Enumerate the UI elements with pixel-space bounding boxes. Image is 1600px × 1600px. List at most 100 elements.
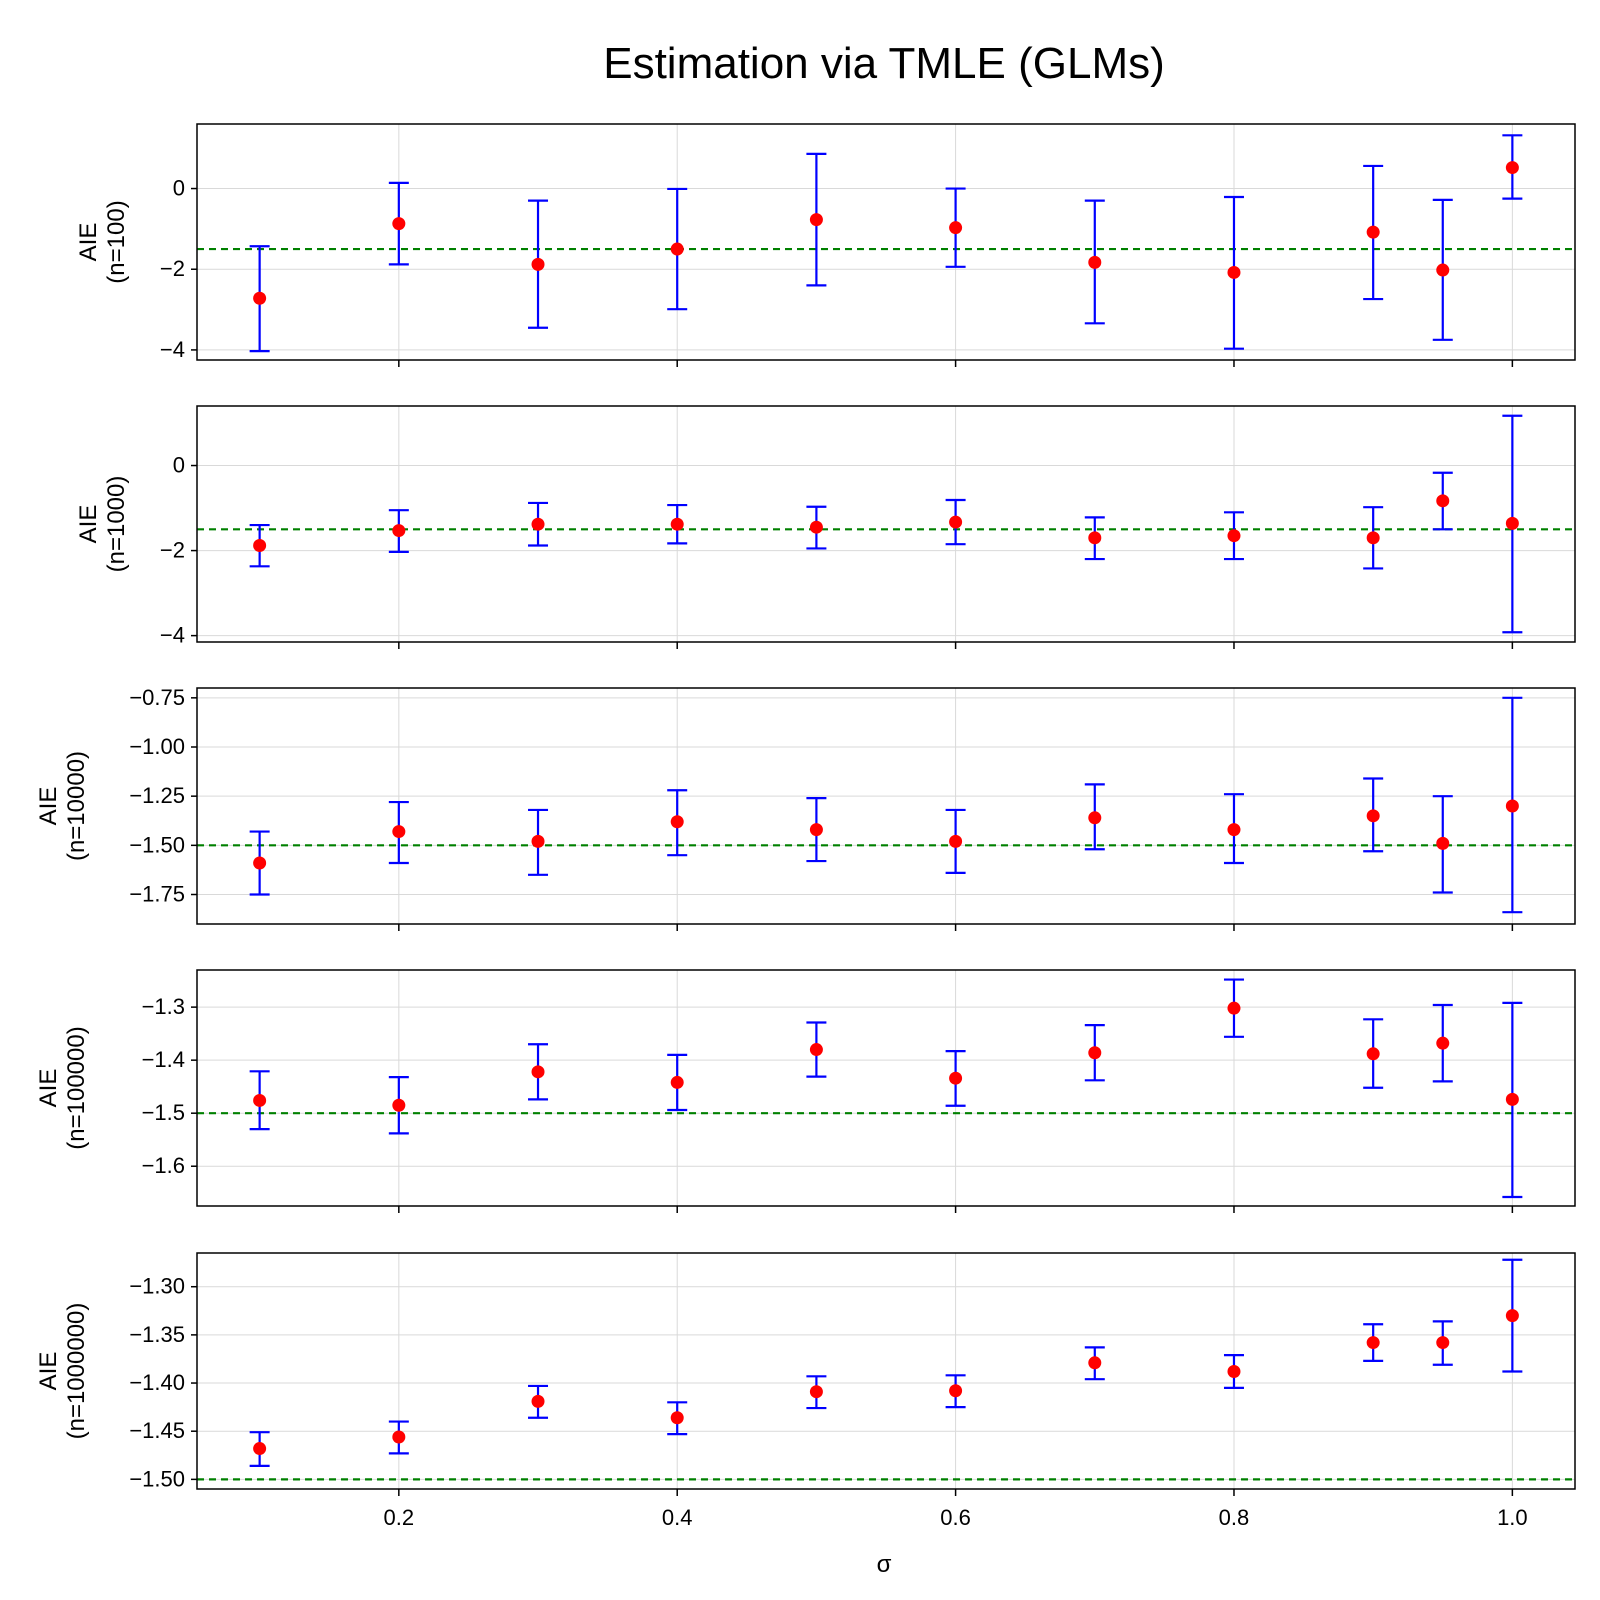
y-tick-label: −0.75 <box>129 685 185 710</box>
estimate-point <box>1227 265 1241 279</box>
estimate-point <box>392 217 406 231</box>
estimate-point <box>949 1071 963 1085</box>
y-tick-label: 0 <box>173 453 185 478</box>
estimate-point <box>809 823 823 837</box>
estimate-point <box>949 1384 963 1398</box>
y-axis-label-line-2: (n=1000) <box>103 476 130 573</box>
y-axis-label-line-1: AIE <box>35 1069 62 1108</box>
estimate-point <box>531 1394 545 1408</box>
estimate-point <box>531 834 545 848</box>
y-tick-label: −4 <box>160 337 185 362</box>
estimate-point <box>670 1411 684 1425</box>
estimate-point <box>1366 225 1380 239</box>
estimate-point <box>670 1075 684 1089</box>
panel-frame <box>196 687 1576 925</box>
estimate-point <box>1436 263 1450 277</box>
panel-3: −0.75 −1.00 −1.25 −1.50 −1.75 AIE(n=10000) <box>35 685 1576 931</box>
estimate-point <box>1505 1309 1519 1323</box>
panel-frame <box>196 969 1576 1207</box>
estimate-point <box>949 221 963 235</box>
estimate-point <box>670 815 684 829</box>
estimate-point <box>1436 1336 1450 1350</box>
estimate-point <box>531 517 545 531</box>
estimate-point <box>253 1093 267 1107</box>
estimate-point <box>392 825 406 839</box>
panel-frame <box>196 405 1576 643</box>
y-axis-label-line-2: (n=1000000) <box>63 1303 90 1440</box>
estimate-point <box>809 520 823 534</box>
y-tick-label: −1.30 <box>129 1274 185 1299</box>
estimate-point <box>670 242 684 256</box>
estimate-point <box>253 291 267 305</box>
estimate-point <box>1366 809 1380 823</box>
y-tick-label: −1.45 <box>129 1418 185 1443</box>
estimate-point <box>809 1043 823 1057</box>
y-axis-label-line-1: AIE <box>75 505 102 544</box>
estimate-point <box>809 213 823 227</box>
estimate-point <box>1088 811 1102 825</box>
x-axis-label: σ <box>877 1551 892 1578</box>
y-axis-label-line-1: AIE <box>75 223 102 262</box>
y-tick-label: −1.5 <box>142 1100 185 1125</box>
estimate-point <box>1436 494 1450 508</box>
estimate-point <box>1366 531 1380 545</box>
y-tick-label: −1.6 <box>142 1153 185 1178</box>
estimate-point <box>1227 1364 1241 1378</box>
estimate-point <box>1227 823 1241 837</box>
estimate-point <box>1366 1047 1380 1061</box>
panel-1: 0 −2 −4 AIE(n=100) <box>75 123 1576 367</box>
estimate-point <box>1366 1336 1380 1350</box>
estimate-point <box>531 1065 545 1079</box>
estimate-point <box>1436 1036 1450 1050</box>
x-tick-label: 0.2 <box>384 1505 415 1530</box>
estimate-point <box>809 1385 823 1399</box>
estimate-point <box>949 834 963 848</box>
estimate-point <box>1505 516 1519 530</box>
estimate-point <box>1088 1356 1102 1370</box>
y-axis-label-line-1: AIE <box>35 787 62 826</box>
y-tick-label: −1.75 <box>129 882 185 907</box>
estimate-point <box>670 517 684 531</box>
y-axis-label: AIE(n=1000000) <box>35 1303 90 1440</box>
estimate-point <box>392 524 406 538</box>
estimate-point <box>253 1442 267 1456</box>
estimate-point <box>1088 1046 1102 1060</box>
y-tick-label: −1.40 <box>129 1370 185 1395</box>
estimate-point <box>1088 255 1102 269</box>
y-tick-label: −1.3 <box>142 994 185 1019</box>
estimate-point <box>392 1430 406 1444</box>
y-tick-label: 0 <box>173 176 185 201</box>
y-axis-label: AIE(n=100000) <box>35 1026 90 1149</box>
y-axis-label: AIE(n=100) <box>75 200 130 283</box>
y-axis-label-line-2: (n=100000) <box>63 1026 90 1149</box>
x-tick-label: 1.0 <box>1497 1505 1528 1530</box>
y-tick-label: −2 <box>160 256 185 281</box>
panels: 0−2−4AIE(n=100)0−2−4AIE(n=1000)−0.75−1.0… <box>35 123 1576 1530</box>
estimate-point <box>1505 799 1519 813</box>
estimate-point <box>1227 1001 1241 1015</box>
y-tick-label: −1.25 <box>129 783 185 808</box>
y-axis-label-line-1: AIE <box>35 1352 62 1391</box>
y-axis-label-line-2: (n=10000) <box>63 751 90 861</box>
panel-4: −1.3 −1.4 −1.5 −1.6 AIE(n=100000) <box>35 969 1576 1213</box>
panel-frame <box>196 1252 1576 1490</box>
estimate-point <box>253 538 267 552</box>
estimate-point <box>392 1098 406 1112</box>
estimate-point <box>1088 531 1102 545</box>
estimate-point <box>1436 836 1450 850</box>
panel-2: 0 −2 −4 AIE(n=1000) <box>75 405 1576 649</box>
y-axis-label-line-2: (n=100) <box>103 200 130 283</box>
x-tick-label: 0.6 <box>940 1505 971 1530</box>
y-tick-label: −2 <box>160 538 185 563</box>
panel-frame <box>196 123 1576 361</box>
y-tick-label: −1.00 <box>129 734 185 759</box>
y-tick-label: −1.4 <box>142 1047 185 1072</box>
estimate-point <box>949 515 963 529</box>
y-axis-label: AIE(n=1000) <box>75 476 130 573</box>
x-tick-label: 0.4 <box>662 1505 693 1530</box>
y-tick-label: −1.35 <box>129 1322 185 1347</box>
panel-5: −1.30 −1.35 −1.40 −1.45 −1.50 0.2 0.4 0.6 0.8 1.0… <box>35 1252 1576 1530</box>
y-axis-label: AIE(n=10000) <box>35 751 90 861</box>
x-tick-label: 0.8 <box>1219 1505 1250 1530</box>
